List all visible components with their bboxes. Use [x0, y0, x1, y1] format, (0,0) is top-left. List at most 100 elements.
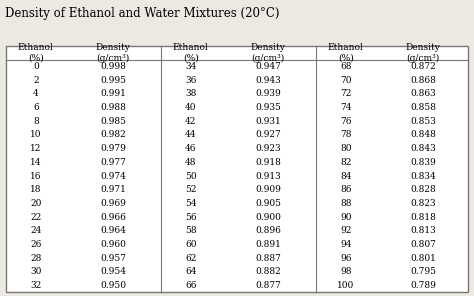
Text: 98: 98	[340, 267, 351, 276]
Text: 14: 14	[30, 158, 42, 167]
Text: Ethanol
(%): Ethanol (%)	[18, 43, 54, 62]
Text: 0.971: 0.971	[100, 185, 126, 194]
FancyBboxPatch shape	[6, 46, 468, 292]
Text: 76: 76	[340, 117, 351, 126]
Text: Ethanol
(%): Ethanol (%)	[173, 43, 209, 62]
Text: 82: 82	[340, 158, 351, 167]
Text: 0.979: 0.979	[100, 144, 126, 153]
Text: 0.828: 0.828	[410, 185, 436, 194]
Text: 20: 20	[30, 199, 41, 208]
Text: 0.988: 0.988	[100, 103, 126, 112]
Text: 94: 94	[340, 240, 351, 249]
Text: Density
(g/cm³): Density (g/cm³)	[251, 43, 286, 62]
Text: 0.891: 0.891	[255, 240, 281, 249]
Text: 0.969: 0.969	[100, 199, 126, 208]
Text: 36: 36	[185, 75, 196, 85]
Text: 0.923: 0.923	[255, 144, 281, 153]
Text: 18: 18	[30, 185, 42, 194]
Text: 0.943: 0.943	[255, 75, 281, 85]
Text: 0.896: 0.896	[255, 226, 281, 235]
Text: 0.807: 0.807	[410, 240, 436, 249]
Text: 0.853: 0.853	[410, 117, 436, 126]
Text: 0.954: 0.954	[100, 267, 126, 276]
Text: 34: 34	[185, 62, 196, 71]
Text: 28: 28	[30, 254, 41, 263]
Text: Density
(g/cm³): Density (g/cm³)	[406, 43, 441, 62]
Text: 0.977: 0.977	[100, 158, 126, 167]
Text: 0.900: 0.900	[255, 213, 281, 222]
Text: 0.964: 0.964	[100, 226, 126, 235]
Text: 0.872: 0.872	[410, 62, 436, 71]
Text: 0.868: 0.868	[410, 75, 436, 85]
Text: 0.960: 0.960	[100, 240, 126, 249]
Text: 80: 80	[340, 144, 351, 153]
Text: 0.863: 0.863	[410, 89, 436, 98]
Text: 16: 16	[30, 171, 42, 181]
Text: Density
(g/cm³): Density (g/cm³)	[96, 43, 131, 62]
Text: 0.927: 0.927	[255, 131, 281, 139]
Text: 0.801: 0.801	[410, 254, 436, 263]
Text: 0.935: 0.935	[255, 103, 281, 112]
Text: 0.966: 0.966	[100, 213, 126, 222]
Text: 72: 72	[340, 89, 351, 98]
Text: 0.985: 0.985	[100, 117, 126, 126]
Text: 48: 48	[185, 158, 197, 167]
Text: 0.998: 0.998	[100, 62, 126, 71]
Text: 6: 6	[33, 103, 39, 112]
Text: 78: 78	[340, 131, 351, 139]
Text: 4: 4	[33, 89, 39, 98]
Text: 0.995: 0.995	[100, 75, 126, 85]
Text: Ethanol
(%): Ethanol (%)	[328, 43, 364, 62]
Text: 0.848: 0.848	[410, 131, 436, 139]
Text: 54: 54	[185, 199, 197, 208]
Text: 0.905: 0.905	[255, 199, 281, 208]
Text: 0.957: 0.957	[100, 254, 126, 263]
Text: 50: 50	[185, 171, 197, 181]
Text: 62: 62	[185, 254, 196, 263]
Text: 46: 46	[185, 144, 197, 153]
Text: 96: 96	[340, 254, 351, 263]
Text: 0.834: 0.834	[410, 171, 436, 181]
Text: 0.974: 0.974	[100, 171, 126, 181]
Text: 92: 92	[340, 226, 351, 235]
Text: 52: 52	[185, 185, 197, 194]
Text: 74: 74	[340, 103, 351, 112]
Text: 0.982: 0.982	[100, 131, 126, 139]
Text: 100: 100	[337, 281, 355, 290]
Text: 0.991: 0.991	[100, 89, 126, 98]
Text: 26: 26	[30, 240, 41, 249]
Text: 0.882: 0.882	[255, 267, 281, 276]
Text: 0.913: 0.913	[255, 171, 281, 181]
Text: 44: 44	[185, 131, 197, 139]
Text: 90: 90	[340, 213, 351, 222]
Text: 0.843: 0.843	[410, 144, 436, 153]
Text: 0.939: 0.939	[255, 89, 281, 98]
Text: 0.795: 0.795	[410, 267, 436, 276]
Text: Density of Ethanol and Water Mixtures (20°C): Density of Ethanol and Water Mixtures (2…	[5, 7, 279, 20]
Text: 64: 64	[185, 267, 197, 276]
Text: 0.818: 0.818	[410, 213, 436, 222]
Text: 0: 0	[33, 62, 39, 71]
Text: 30: 30	[30, 267, 41, 276]
Text: 84: 84	[340, 171, 351, 181]
Text: 0.813: 0.813	[410, 226, 436, 235]
Text: 8: 8	[33, 117, 39, 126]
Text: 22: 22	[30, 213, 41, 222]
Text: 0.918: 0.918	[255, 158, 281, 167]
Text: 58: 58	[185, 226, 197, 235]
Text: 86: 86	[340, 185, 351, 194]
Text: 0.839: 0.839	[410, 158, 436, 167]
Text: 0.887: 0.887	[255, 254, 281, 263]
Text: 10: 10	[30, 131, 42, 139]
Text: 0.931: 0.931	[255, 117, 281, 126]
Text: 32: 32	[30, 281, 41, 290]
Text: 38: 38	[185, 89, 196, 98]
Text: 88: 88	[340, 199, 351, 208]
Text: 0.947: 0.947	[255, 62, 281, 71]
Text: 2: 2	[33, 75, 38, 85]
Text: 70: 70	[340, 75, 351, 85]
Text: 60: 60	[185, 240, 197, 249]
Text: 24: 24	[30, 226, 41, 235]
Text: 42: 42	[185, 117, 196, 126]
Text: 66: 66	[185, 281, 197, 290]
